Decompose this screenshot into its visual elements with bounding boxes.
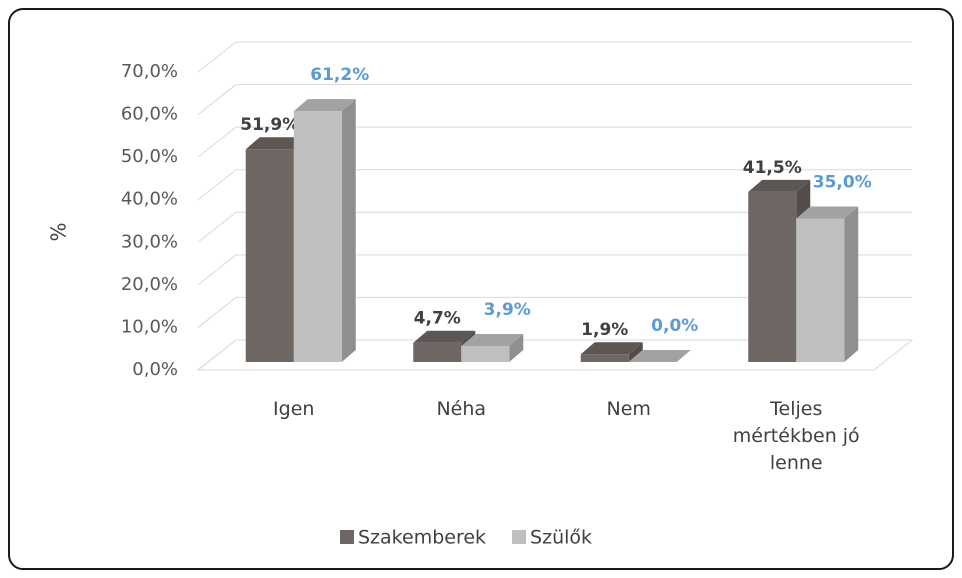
data-label: 1,9% bbox=[581, 320, 628, 340]
legend-swatch bbox=[512, 530, 527, 544]
grid-line bbox=[197, 297, 237, 328]
data-label: 3,9% bbox=[484, 300, 531, 320]
bar-top bbox=[628, 350, 691, 362]
y-axis-label: % bbox=[47, 222, 71, 241]
bar-side bbox=[509, 334, 524, 362]
data-label: 41,5% bbox=[743, 158, 802, 178]
bar bbox=[245, 149, 294, 362]
grid-line bbox=[197, 254, 237, 286]
bar bbox=[796, 218, 845, 362]
bar bbox=[413, 342, 462, 362]
legend-label: Szülők bbox=[530, 527, 592, 549]
bar bbox=[461, 346, 510, 362]
y-tick-label: 50,0% bbox=[121, 146, 178, 167]
grid-line bbox=[197, 84, 237, 115]
grid-line bbox=[197, 169, 237, 201]
y-tick-label: 40,0% bbox=[121, 189, 178, 210]
bar-top bbox=[461, 334, 524, 347]
legend-swatch bbox=[340, 530, 354, 544]
bar-top bbox=[748, 179, 811, 192]
bar-side bbox=[844, 206, 859, 362]
bar-top bbox=[580, 342, 643, 355]
data-label: 35,0% bbox=[813, 173, 872, 193]
bar bbox=[580, 354, 629, 362]
bar-side bbox=[628, 342, 643, 362]
bar-top bbox=[796, 206, 859, 219]
data-label: 51,9% bbox=[240, 115, 299, 135]
y-tick-label: 70,0% bbox=[121, 61, 178, 82]
y-tick-label: 20,0% bbox=[121, 274, 178, 295]
x-tick-label: Igen bbox=[273, 398, 315, 420]
bar-top bbox=[293, 99, 356, 112]
legend-label: Szakemberek bbox=[358, 527, 486, 549]
bar-side bbox=[341, 99, 356, 362]
chart-frame bbox=[8, 8, 954, 570]
grid-line bbox=[197, 211, 237, 243]
data-label: 4,7% bbox=[414, 309, 461, 329]
y-tick-label: 30,0% bbox=[121, 231, 178, 252]
data-label: 61,2% bbox=[310, 65, 369, 85]
grid-line bbox=[197, 41, 237, 73]
bar-top bbox=[413, 330, 476, 343]
y-tick-label: 10,0% bbox=[121, 316, 178, 337]
data-label: 0,0% bbox=[651, 316, 698, 336]
y-tick-label: 60,0% bbox=[121, 104, 178, 125]
x-tick-label: Néha bbox=[436, 398, 487, 420]
x-tick-label: Nem bbox=[606, 398, 651, 420]
y-tick-label: 0,0% bbox=[132, 359, 178, 380]
bar-top bbox=[245, 137, 308, 150]
grid-line bbox=[197, 126, 237, 158]
x-tick-label: Teljes mértékben jó lenne bbox=[732, 398, 860, 474]
bar bbox=[748, 191, 797, 362]
grid-line bbox=[197, 339, 237, 371]
bar bbox=[293, 111, 342, 362]
